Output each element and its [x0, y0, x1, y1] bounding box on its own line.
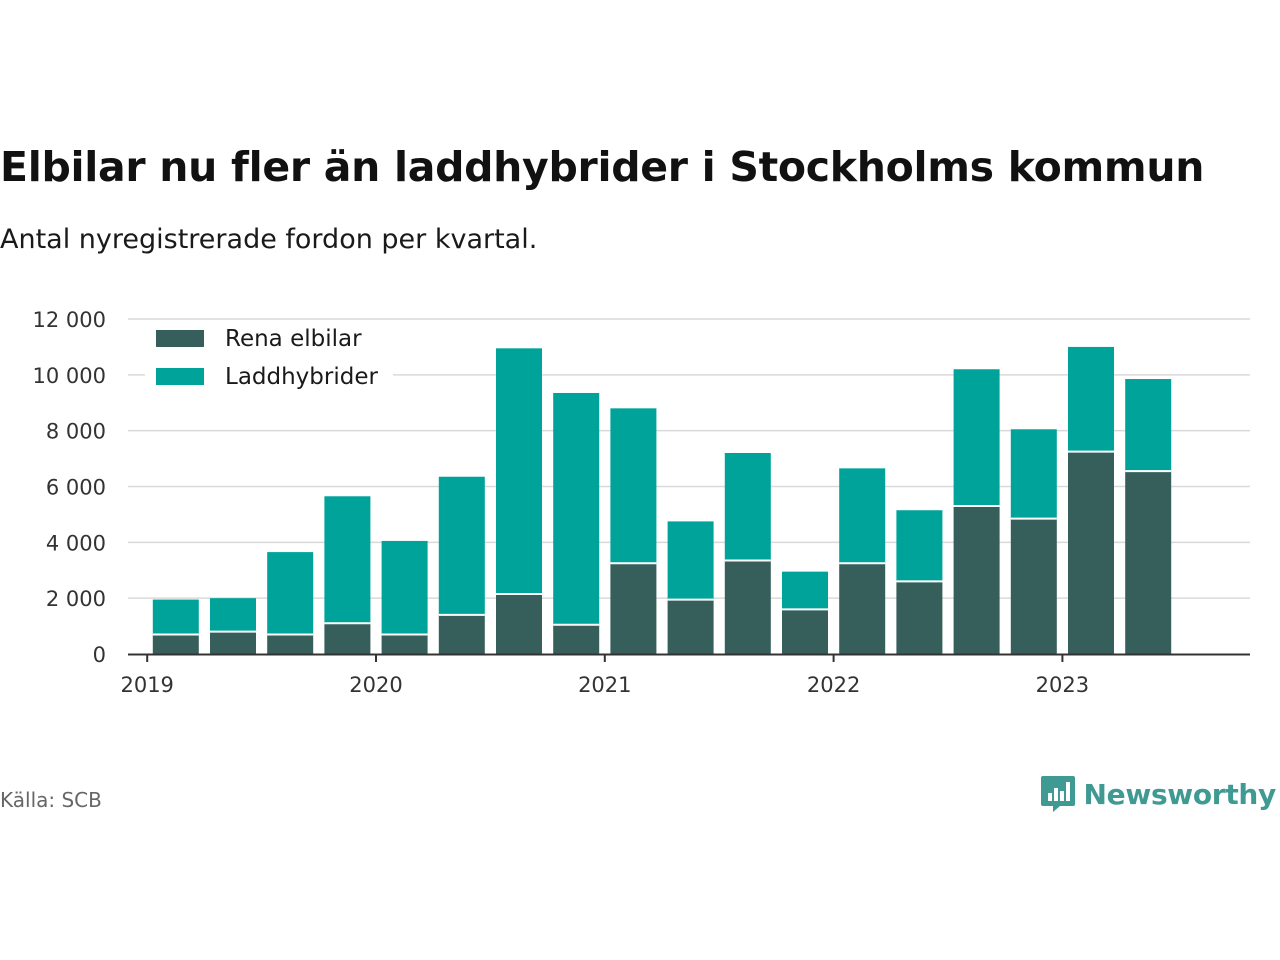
- bar-laddhybrider: [553, 392, 600, 625]
- x-tick-label: 2020: [349, 673, 402, 697]
- bar-laddhybrider: [782, 571, 828, 610]
- bar-laddhybrider: [839, 468, 886, 564]
- bar-laddhybrider: [896, 510, 943, 582]
- bar-rena-elbilar: [724, 560, 771, 654]
- bar-rena-elbilar: [1010, 518, 1057, 654]
- x-axis: 2019 2020 2021 2022 2023: [120, 653, 1250, 697]
- bar-laddhybrider: [381, 540, 428, 635]
- bar-rena-elbilar: [381, 634, 428, 654]
- bar-rena-elbilar: [610, 563, 657, 654]
- bar-laddhybrider: [210, 598, 256, 632]
- legend-swatch-rena-elbilar: [156, 330, 204, 347]
- y-tick-label: 0: [93, 643, 106, 667]
- bar-laddhybrider: [1010, 429, 1057, 519]
- bars: [152, 346, 1172, 654]
- y-axis-ticks: 0 2 000 4 000 6 000 8 000 10 000 12 000: [33, 308, 106, 667]
- bar-rena-elbilar: [438, 614, 485, 654]
- bar-laddhybrider: [610, 408, 657, 564]
- bar-rena-elbilar: [953, 506, 1000, 654]
- bar-laddhybrider: [267, 552, 314, 635]
- y-tick-label: 6 000: [46, 476, 106, 500]
- legend-label: Laddhybrider: [225, 364, 378, 390]
- bar-laddhybrider: [953, 369, 1000, 507]
- y-tick-label: 4 000: [46, 531, 106, 555]
- legend-swatch-laddhybrider: [156, 368, 204, 385]
- x-tick-label: 2023: [1036, 673, 1089, 697]
- bar-rena-elbilar: [1068, 451, 1114, 654]
- y-tick-label: 2 000: [46, 587, 106, 611]
- bar-rena-elbilar: [782, 609, 828, 654]
- bar-laddhybrider: [724, 453, 771, 561]
- x-tick-label: 2019: [120, 673, 173, 697]
- bar-laddhybrider: [1068, 346, 1114, 452]
- bar-rena-elbilar: [267, 634, 314, 654]
- bar-rena-elbilar: [553, 624, 600, 654]
- x-tick-label: 2021: [578, 673, 631, 697]
- bar-laddhybrider: [324, 496, 371, 624]
- source-note: Källa: SCB: [0, 788, 102, 812]
- bar-rena-elbilar: [896, 581, 943, 654]
- bar-rena-elbilar: [496, 593, 542, 654]
- x-tick-label: 2022: [807, 673, 860, 697]
- legend: Rena elbilar Laddhybrider: [145, 320, 393, 398]
- bar-laddhybrider: [1125, 379, 1172, 472]
- bar-rena-elbilar: [324, 623, 371, 654]
- bar-rena-elbilar: [152, 634, 199, 654]
- brand-logo: Newsworthy: [1040, 774, 1276, 814]
- bar-laddhybrider: [152, 599, 199, 635]
- chart-subtitle: Antal nyregistrerade fordon per kvartal.: [0, 224, 538, 255]
- bar-laddhybrider: [496, 348, 542, 594]
- y-tick-label: 10 000: [33, 364, 106, 388]
- bar-laddhybrider: [667, 521, 714, 600]
- bar-rena-elbilar: [1125, 471, 1172, 654]
- bar-rena-elbilar: [210, 631, 256, 654]
- brand-name: Newsworthy: [1083, 777, 1277, 811]
- bar-rena-elbilar: [839, 563, 886, 654]
- legend-label: Rena elbilar: [225, 326, 362, 352]
- y-tick-label: 8 000: [46, 420, 106, 444]
- bar-rena-elbilar: [667, 599, 714, 654]
- bar-laddhybrider: [438, 476, 485, 615]
- chart-title: Elbilar nu fler än laddhybrider i Stockh…: [0, 143, 1205, 191]
- y-tick-label: 12 000: [33, 308, 106, 332]
- newsworthy-logo-icon: [1040, 776, 1075, 812]
